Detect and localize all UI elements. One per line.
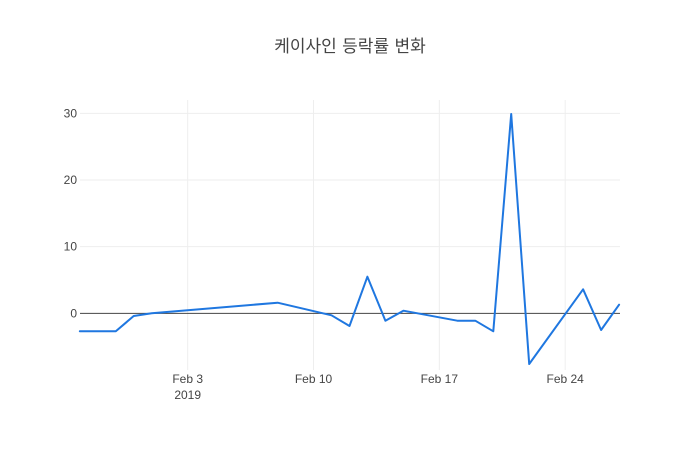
x-tick-label: Feb 3 <box>172 372 203 386</box>
y-tick-label: 10 <box>64 240 78 254</box>
x-tick-label: Feb 10 <box>295 372 333 386</box>
x-tick-year-label: 2019 <box>174 388 201 402</box>
series-line <box>78 113 621 365</box>
y-tick-label: 20 <box>64 173 78 187</box>
y-tick-label: 30 <box>64 106 78 120</box>
y-tick-label: 0 <box>70 306 77 320</box>
x-tick-label: Feb 24 <box>546 372 584 386</box>
x-tick-label: Feb 17 <box>421 372 459 386</box>
chart-title: 케이사인 등락률 변화 <box>274 37 426 57</box>
